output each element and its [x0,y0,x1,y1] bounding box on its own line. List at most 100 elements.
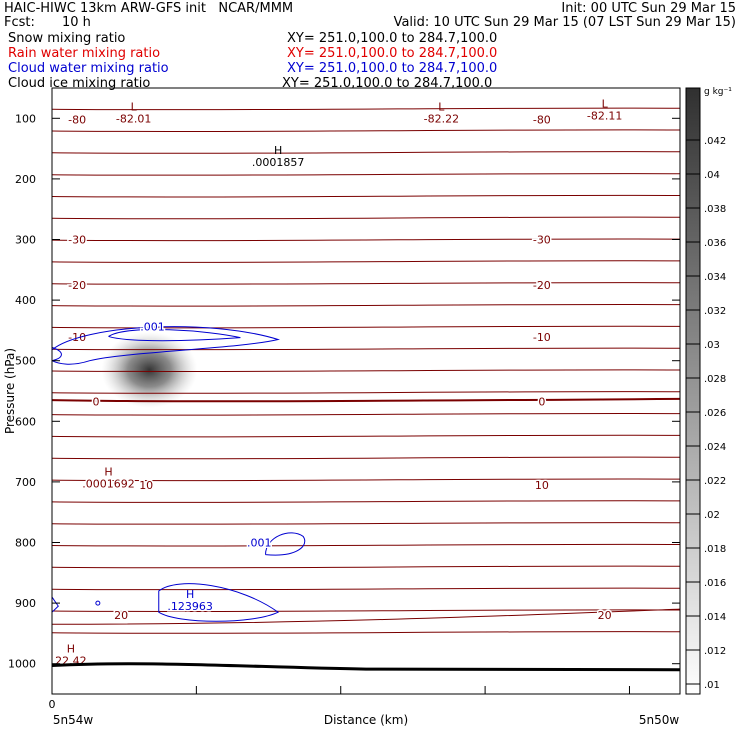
extremum-value: -82.11 [587,109,622,122]
colorbar-tick-label: .03 [704,340,720,351]
colorbar-tick-label: .022 [704,476,726,487]
forecast-hour: 10 h [62,15,91,30]
x-axis-label: Distance (km) [324,713,408,727]
isotherm-line [51,173,681,176]
isotherm-line [51,216,681,220]
isotherm-line [51,347,681,351]
extremum-marker-H: H [104,466,112,479]
extremum-value: .0001857 [252,156,305,169]
extremum-marker-L: L [602,97,609,110]
terrain-line [51,662,681,672]
isotherm-line [51,478,681,482]
colorbar-tick-label: .024 [704,442,726,453]
temperature-label-left: 0 [92,395,99,408]
isotherm-line [51,282,681,285]
field-xy-snow: XY= 251.0,100.0 to 284.7,100.0 [287,31,498,46]
y-tick-label: 700 [15,476,36,489]
chart-title: HAIC-HIWC 13km ARW-GFS init NCAR/MMM [4,1,294,16]
cloud-water-contour [158,583,280,622]
extremum-marker-H: H [186,588,194,601]
field-xy-cloud-water: XY= 251.0,100.0 to 284.7,100.0 [287,61,498,76]
y-tick-label: 200 [15,173,36,186]
cloud-water-contour [95,600,101,606]
isotherm-line [51,391,681,394]
isotherm-line [51,369,681,373]
colorbar-tick-label: .028 [704,374,726,385]
isotherm-line [51,434,681,438]
y-tick-label: 100 [15,112,36,125]
temperature-label-right: -20 [533,279,551,292]
temperature-label-right: 0 [538,395,545,408]
colorbar-tick-label: .036 [704,238,726,249]
field-name-cloud-water: Cloud water mixing ratio [8,61,169,76]
field-name-rain: Rain water mixing ratio [8,46,161,61]
colorbar-tick-label: .016 [704,578,726,589]
isotherm-line [51,522,681,525]
field-name-cloud-ice: Cloud ice mixing ratio [8,76,151,91]
extremum-marker-H: H [67,643,75,656]
temperature-label-left: 10 [139,479,153,492]
isotherm-zero-line [51,397,681,403]
x-end-label: 5n50w [639,713,680,727]
x-start-label: 5n54w [53,713,94,727]
isotherm-line [51,565,681,569]
cloud-water-label: .001 [247,537,272,550]
temperature-label-right: 20 [598,609,612,622]
colorbar-tick-label: .014 [704,612,726,623]
temperature-label-left: -30 [68,234,86,247]
extremum-value: -82.01 [116,112,151,125]
snow-shading [101,331,198,408]
colorbar-tick-label: .01 [704,680,720,691]
temperature-label-right: -10 [533,331,551,344]
colorbar-tick-label: .04 [704,170,720,181]
y-tick-label: 900 [15,597,36,610]
y-tick-label: 800 [15,537,36,550]
plot-frame [51,87,681,695]
colorbar: .042 .04 .038 .036 .034 .032 .03 .028 .026 .024 .0… [685,87,732,695]
cloud-water-contour [51,326,280,365]
isotherm-line [51,303,681,307]
colorbar-tick-label: .038 [704,204,726,215]
isotherm-line [51,129,681,133]
cloud-water-contour [51,346,62,362]
extremum-value: -82.22 [424,112,459,125]
colorbar-tick-label: .042 [704,136,726,147]
x-origin-label: 0 [49,698,56,711]
extremum-marker-L: L [438,100,445,113]
init-time: Init: 00 UTC Sun 29 Mar 15 [561,1,736,16]
valid-time: Valid: 10 UTC Sun 29 Mar 15 (07 LST Sun … [393,15,736,30]
extremum-marker-H: H [274,144,282,157]
cloud-water-contour [51,596,59,613]
colorbar-tick-label: .032 [704,306,726,317]
colorbar-tick-label: .02 [704,510,720,521]
isotherm-line [51,151,681,154]
extremum-value: .123963 [167,600,213,613]
isotherm-line [51,500,681,503]
isotherm-line [51,412,681,416]
temperature-label-left: 20 [114,609,128,622]
isotherm-line [51,194,681,198]
isotherm-line [51,238,681,242]
temperature-label-right: -80 [533,114,551,127]
isotherm-line [51,260,681,263]
isotherm-line [51,543,681,547]
temperature-label-right: -30 [533,234,551,247]
field-xy-rain: XY= 251.0,100.0 to 284.7,100.0 [287,46,498,61]
y-tick-label: 600 [15,415,36,428]
extremum-value: .0001692 [82,478,135,491]
y-tick-label: 500 [15,355,36,368]
temperature-label-left: -20 [68,279,86,292]
colorbar-ramp [685,87,701,695]
y-tick-label: 1000 [8,658,36,671]
isotherm-line [51,587,681,591]
y-tick-label: 300 [15,234,36,247]
colorbar-tick-label: .026 [704,408,726,419]
colorbar-tick-label: .012 [704,646,726,657]
forecast-label: Fcst: [4,15,35,30]
field-xy-cloud-ice: XY= 251.0,100.0 to 284.7,100.0 [282,76,493,91]
colorbar-unit: g kg⁻¹ [704,87,732,97]
colorbar-tick-label: .018 [704,544,726,555]
isotherm-line [51,631,681,634]
temperature-label-left: -80 [68,114,86,127]
